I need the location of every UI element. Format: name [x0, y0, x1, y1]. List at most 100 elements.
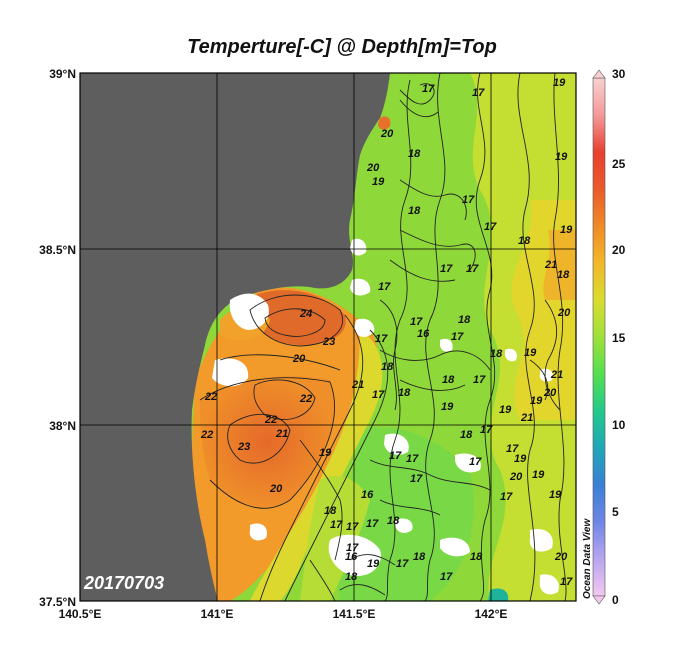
contour-label: 17 — [389, 450, 402, 462]
date-stamp: 20170703 — [84, 573, 165, 593]
contour-label: 17 — [451, 331, 464, 343]
contour-label: 20 — [543, 387, 557, 399]
contour-label: 19 — [441, 401, 454, 413]
contour-label: 17 — [472, 87, 485, 99]
contour-label: 17 — [366, 518, 379, 530]
contour-label: 18 — [345, 571, 358, 583]
contour-label: 23 — [322, 336, 335, 348]
contour-label: 18 — [470, 551, 483, 563]
contour-label: 18 — [442, 374, 455, 386]
contour-label: 19 — [530, 395, 543, 407]
contour-label: 17 — [480, 424, 493, 436]
contour-label: 18 — [398, 387, 411, 399]
contour-label: 19 — [319, 447, 332, 459]
lon-label-141-5: 141.5°E — [332, 607, 376, 621]
lon-label-140-5: 140.5°E — [58, 607, 102, 621]
contour-label: 19 — [549, 489, 562, 501]
contour-label: 17 — [346, 542, 359, 554]
lat-label-38-5: 38.5°N — [39, 243, 76, 257]
contour-label: 19 — [524, 347, 537, 359]
contour-label: 18 — [381, 361, 394, 373]
contour-label: 17 — [469, 456, 482, 468]
contour-label: 17 — [560, 576, 573, 588]
contour-label: 19 — [499, 404, 512, 416]
contour-label: 17 — [473, 374, 486, 386]
contour-label: 17 — [484, 221, 497, 233]
contour-label: 18 — [460, 429, 473, 441]
lat-label-38: 38°N — [49, 419, 76, 433]
lat-label-37-5: 37.5°N — [39, 595, 76, 609]
contour-label: 19 — [514, 453, 527, 465]
contour-label: 18 — [324, 505, 337, 517]
contour-label: 17 — [396, 558, 409, 570]
contour-lines — [199, 73, 567, 601]
map-frame — [79, 72, 577, 602]
contour-label: 18 — [413, 551, 426, 563]
contour-label: 17 — [440, 571, 453, 583]
contour-label: 20 — [554, 551, 568, 563]
contour-label: 21 — [544, 259, 557, 271]
contour-label: 19 — [560, 224, 573, 236]
colorbar-label-20: 20 — [612, 243, 626, 257]
contour-label: 21 — [520, 412, 533, 424]
contour-label: 21 — [351, 379, 364, 391]
contour-label: 18 — [387, 515, 400, 527]
lon-label-142: 142°E — [474, 607, 508, 621]
colorbar-label-5: 5 — [612, 505, 619, 519]
contour-label: 18 — [490, 348, 503, 360]
contour-label: 16 — [417, 328, 430, 340]
contour-label: 19 — [555, 151, 568, 163]
contour-label: 17 — [406, 453, 419, 465]
contour-label: 17 — [466, 263, 479, 275]
contour-label: 17 — [378, 281, 391, 293]
contour-label: 21 — [550, 369, 563, 381]
contour-label: 18 — [408, 205, 421, 217]
lat-label-39: 39°N — [49, 67, 76, 81]
contour-label: 22 — [264, 414, 277, 426]
colorbar-label-15: 15 — [612, 331, 626, 345]
contour-label: 22 — [299, 393, 312, 405]
contour-label: 21 — [275, 428, 288, 440]
contour-label: 19 — [372, 176, 385, 188]
contour-label: 17 — [410, 316, 423, 328]
contour-label: 18 — [557, 269, 570, 281]
contour-label: 17 — [372, 389, 385, 401]
contour-label: 17 — [422, 83, 435, 95]
contour-label: 22 — [204, 391, 217, 403]
contour-label: 20 — [380, 128, 394, 140]
contour-label: 17 — [462, 194, 475, 206]
colorbar-max-arrow — [592, 69, 606, 79]
contour-label: 16 — [361, 489, 374, 501]
contour-label: 17 — [375, 333, 388, 345]
contour-label: 18 — [458, 314, 471, 326]
contour-label: 16 — [345, 551, 358, 563]
map-title: Temperture[-C] @ Depth[m]=Top — [187, 36, 497, 58]
colorbar-label-10: 10 — [612, 418, 626, 432]
colorbar-min-arrow — [592, 595, 606, 605]
lon-label-141: 141°E — [200, 607, 234, 621]
contour-label: 18 — [408, 148, 421, 160]
contour-label: 20 — [292, 353, 306, 365]
colorbar-label-30: 30 — [612, 67, 626, 81]
contour-label: 23 — [237, 441, 250, 453]
contour-label: 17 — [506, 443, 519, 455]
contour-label: 20 — [557, 307, 571, 319]
contour-label: 20 — [366, 162, 380, 174]
contour-label: 17 — [440, 263, 453, 275]
contour-label: 20 — [509, 471, 523, 483]
contour-label: 17 — [410, 473, 423, 485]
contour-label: 19 — [553, 77, 566, 89]
graticule — [80, 73, 576, 601]
colorbar-label-0: 0 — [612, 593, 619, 607]
contour-label: 18 — [518, 235, 531, 247]
contour-label: 17 — [330, 519, 343, 531]
contour-label: 17 — [500, 491, 513, 503]
contour-label: 20 — [269, 483, 283, 495]
contour-label: 22 — [200, 429, 213, 441]
contour-label: 17 — [346, 521, 359, 533]
ocean-data-view-watermark: Ocean Data View — [582, 518, 593, 599]
contour-label: 19 — [532, 469, 545, 481]
